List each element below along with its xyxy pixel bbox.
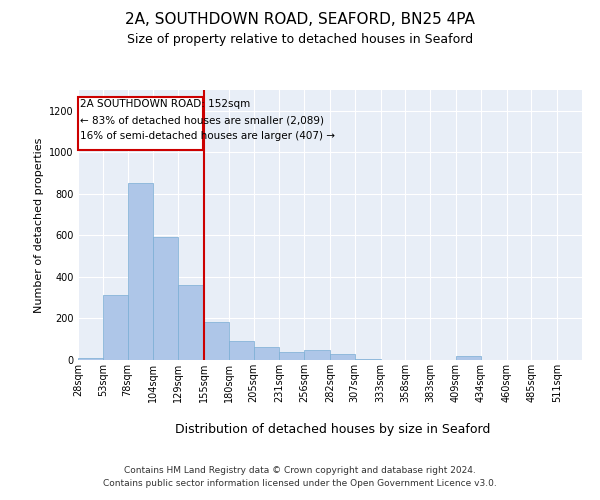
Text: Size of property relative to detached houses in Seaford: Size of property relative to detached ho… xyxy=(127,32,473,46)
Text: ← 83% of detached houses are smaller (2,089): ← 83% of detached houses are smaller (2,… xyxy=(80,116,324,126)
Bar xyxy=(330,354,355,360)
Y-axis label: Number of detached properties: Number of detached properties xyxy=(34,138,44,312)
Bar xyxy=(154,238,178,360)
Bar xyxy=(103,294,128,360)
Text: Contains HM Land Registry data © Crown copyright and database right 2024.: Contains HM Land Registry data © Crown c… xyxy=(124,466,476,475)
Bar xyxy=(280,352,304,360)
Bar xyxy=(355,359,380,360)
FancyBboxPatch shape xyxy=(78,98,203,150)
Bar xyxy=(229,342,254,360)
Bar xyxy=(128,184,154,360)
Text: Distribution of detached houses by size in Seaford: Distribution of detached houses by size … xyxy=(175,422,491,436)
Bar xyxy=(178,285,204,360)
Text: Contains public sector information licensed under the Open Government Licence v3: Contains public sector information licen… xyxy=(103,479,497,488)
Bar xyxy=(456,356,481,360)
Text: 2A, SOUTHDOWN ROAD, SEAFORD, BN25 4PA: 2A, SOUTHDOWN ROAD, SEAFORD, BN25 4PA xyxy=(125,12,475,28)
Text: 2A SOUTHDOWN ROAD: 152sqm: 2A SOUTHDOWN ROAD: 152sqm xyxy=(80,100,250,110)
Bar xyxy=(204,322,229,360)
Bar xyxy=(78,358,103,360)
Bar xyxy=(254,346,280,360)
Bar xyxy=(304,350,330,360)
Text: 16% of semi-detached houses are larger (407) →: 16% of semi-detached houses are larger (… xyxy=(80,132,335,141)
